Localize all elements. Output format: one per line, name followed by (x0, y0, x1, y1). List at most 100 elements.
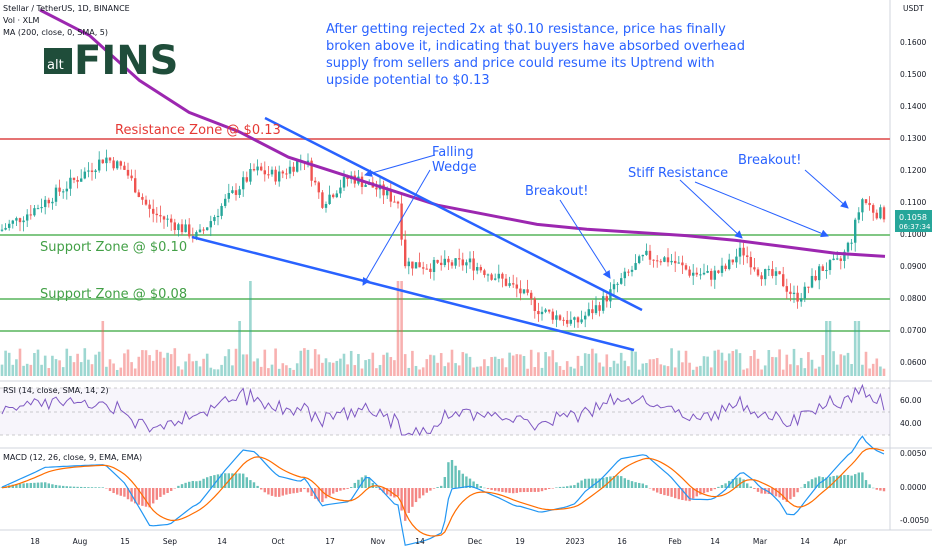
volume-bar (645, 363, 648, 376)
volume-bar (256, 358, 259, 376)
candle (105, 149, 108, 172)
macd-hist-bar (756, 488, 760, 492)
volume-bar (465, 353, 468, 376)
volume-bar (418, 369, 421, 376)
macd-line (1, 435, 885, 546)
volume-bar (432, 355, 436, 376)
macd-hist-bar (731, 478, 734, 488)
time-tick: 17 (325, 537, 335, 546)
macd-hist-bar (796, 488, 799, 493)
price-tick: 0.1200 (900, 166, 926, 175)
price-tick: 0.0900 (900, 262, 926, 271)
candle (692, 264, 695, 285)
volume-bar (670, 348, 673, 376)
candle (425, 264, 428, 270)
volume-bar (699, 365, 702, 376)
volume-bar (702, 356, 706, 376)
macd-hist-bar (616, 475, 619, 488)
time-axis[interactable]: 18 Aug 15 Sep 14 Oct 17 Nov 14 Dec 19 2023 16 Feb 14 Ma… (30, 537, 847, 546)
macd-hist-bar (839, 475, 842, 488)
volume-bar (511, 355, 515, 376)
volume-bar (353, 365, 357, 376)
macd-hist-bar (760, 488, 763, 494)
candle (839, 255, 842, 270)
macd-hist-bar (857, 472, 860, 488)
candle (749, 251, 752, 275)
volume-bar (0, 364, 4, 376)
candle (605, 293, 608, 308)
macd-hist-bar (634, 482, 637, 488)
macd-hist-bar (65, 486, 68, 488)
volume-bar (742, 369, 745, 376)
volume-bar (90, 364, 94, 376)
resistance-label: Resistance Zone @ $0.13 (115, 123, 281, 138)
candle (656, 255, 659, 268)
candle (746, 246, 749, 264)
macd-hist-bar (126, 488, 130, 500)
volume-bar (519, 354, 522, 376)
volume-bar (799, 357, 803, 376)
macd-hist-bar (522, 488, 526, 493)
volume-bar (148, 355, 151, 376)
candle (483, 268, 486, 278)
macd-hist-bar (191, 480, 194, 488)
price-tick: 0.1500 (900, 70, 926, 79)
volume-bar (18, 348, 22, 376)
macd-hist-bar (620, 476, 623, 488)
macd-hist-bar (418, 488, 421, 499)
macd-hist-bar (33, 482, 36, 488)
volume-bar (677, 350, 681, 376)
macd-hist-bar (166, 488, 169, 493)
candle (702, 263, 706, 276)
macd-hist-bar (220, 473, 223, 488)
macd-hist-bar (627, 479, 630, 488)
candle (778, 270, 781, 275)
macd-hist-bar (443, 477, 446, 488)
volume-bar (861, 364, 864, 376)
macd-hist-bar (569, 485, 572, 488)
volume-bar (846, 352, 850, 376)
candle (62, 189, 65, 199)
volume-bar (472, 367, 475, 376)
macd-hist-bar (18, 483, 22, 488)
volume-bar (411, 350, 414, 376)
macd-hist-bar (346, 488, 349, 489)
macd-hist-bar (119, 488, 122, 496)
volume-bar (501, 358, 504, 376)
macd-hist-bar (458, 470, 461, 488)
volume-bar (72, 362, 76, 376)
volume-bar (821, 355, 825, 376)
time-tick: Mar (753, 537, 768, 546)
macd-hist-bar (681, 488, 684, 501)
volume-bar (612, 360, 616, 376)
candle (134, 169, 137, 194)
volume-bar (688, 362, 691, 376)
volume-bar (810, 359, 814, 376)
volume-bar (562, 369, 565, 376)
macd-hist-bar (814, 477, 817, 488)
rsi-tick-40: 40.00 (900, 419, 922, 428)
macd-hist-bar (134, 488, 137, 504)
macd-hist-bar (353, 482, 356, 488)
candle (26, 209, 29, 228)
candle (335, 190, 338, 199)
volume-bar (223, 356, 227, 376)
macd-hist-bar (411, 488, 414, 507)
price-axis[interactable]: 0.1600 0.1500 0.1400 0.1300 0.1200 0.1100 0.10… (900, 38, 926, 367)
volume-bar (299, 350, 303, 376)
volume-bar (385, 352, 389, 376)
volume-bar (828, 321, 832, 376)
candle (126, 162, 130, 179)
volume-bar (706, 356, 709, 376)
volume-bar (371, 352, 375, 376)
candle (504, 274, 508, 287)
candle (638, 254, 641, 265)
volume-bar (749, 356, 753, 376)
volume-bar (267, 368, 270, 376)
volume-bar (216, 369, 220, 376)
macd-hist-bar (234, 473, 238, 488)
macd-hist-bar (90, 487, 94, 488)
candle (476, 262, 479, 275)
volume-bar (796, 365, 799, 376)
candle (263, 161, 266, 182)
